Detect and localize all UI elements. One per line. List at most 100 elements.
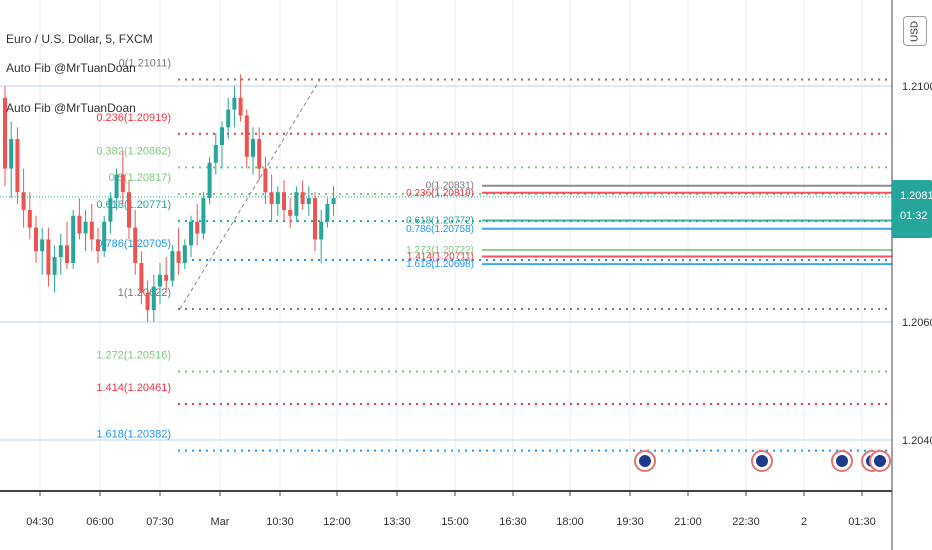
candle-body — [201, 198, 206, 234]
current-price-tag: 1.20812 01:32 — [892, 180, 932, 238]
candle-body — [46, 239, 51, 275]
candle-body — [325, 204, 330, 222]
candle-body — [251, 139, 255, 157]
candle-body — [176, 251, 181, 263]
event-flag-inner-icon — [639, 455, 651, 467]
candle-body — [127, 192, 131, 228]
y-tick-label: 1.20400 — [902, 435, 932, 447]
candle-body — [102, 221, 107, 252]
candle-body — [207, 162, 212, 199]
event-flag-inner-icon — [836, 455, 848, 467]
candle-body — [114, 174, 119, 199]
fib-levels: 0(1.21011) 0.236(1.20919) 0.382(1.20862) 0.… — [96, 58, 892, 452]
x-tick-label: 2 — [801, 516, 807, 528]
candle-body — [83, 221, 88, 234]
candle-body — [52, 257, 57, 275]
chart-axes — [0, 0, 893, 550]
candle-body — [120, 174, 125, 193]
countdown-timer: 01:32 — [900, 210, 928, 222]
candle-body — [313, 198, 317, 240]
candle-body — [306, 198, 311, 204]
fib-label: 1.618(1.20382) — [96, 429, 171, 441]
y-tick-labels: 1.21000 1.20600 1.20400 — [902, 81, 932, 447]
fib-trend-line — [179, 79, 321, 310]
x-tick-label: 19:30 — [616, 516, 644, 528]
candle-body — [195, 221, 200, 234]
fib-label: 0.382(1.20862) — [96, 145, 171, 157]
y-tick-label: 1.20600 — [902, 317, 932, 329]
fib-label-secondary: 0.786(1.20758) — [406, 224, 474, 235]
event-flag-inner-icon — [874, 455, 886, 467]
current-price-value: 1.20812 — [900, 190, 932, 202]
x-tick-label: 15:00 — [441, 516, 469, 528]
x-tick-label: 10:30 — [266, 516, 294, 528]
x-tick-label: 01:30 — [848, 516, 876, 528]
candle-body — [34, 227, 38, 252]
candle-body — [232, 97, 237, 110]
candle-body — [263, 168, 268, 193]
x-tick-label: 18:00 — [556, 516, 584, 528]
fib-label: 0.618(1.20771) — [96, 199, 171, 211]
candle-body — [282, 192, 286, 210]
chart-grid — [0, 0, 892, 491]
candle-body — [89, 221, 94, 240]
candle-body — [319, 221, 324, 240]
x-tick-labels: 04:30 06:00 07:30 Mar 10:30 12:00 13:30 15:00 16… — [26, 491, 876, 528]
candle-body — [158, 274, 162, 287]
fib-label: 0.236(1.20919) — [96, 112, 171, 124]
candle-body — [133, 227, 138, 263]
fib-label-secondary: 1.272(1.20722) — [406, 245, 474, 256]
fib-label: 1(1.20622) — [118, 287, 171, 299]
indicator-label-2[interactable]: Auto Fib @MrTuanDoan — [6, 101, 136, 115]
fib-label: 1.272(1.20516) — [96, 350, 171, 362]
candle-body — [300, 192, 305, 204]
candle-body — [226, 109, 231, 128]
candle-body — [27, 209, 32, 228]
x-tick-label: 13:30 — [383, 516, 411, 528]
candle-body — [3, 97, 7, 169]
y-tick-label: 1.21000 — [902, 81, 932, 93]
candle-body — [77, 215, 82, 234]
candle-body — [164, 274, 169, 281]
currency-button[interactable]: USD — [903, 16, 927, 46]
economic-events[interactable] — [634, 450, 891, 472]
candle-body — [58, 245, 63, 258]
fib-label: 0(1.21011) — [119, 58, 171, 70]
x-tick-label: 04:30 — [26, 516, 54, 528]
x-tick-label: 16:30 — [499, 516, 527, 528]
fib-label-secondary: 0.236(1.20819) — [406, 188, 474, 199]
candle-body — [9, 139, 14, 169]
fib-label-secondary: 0.618(1.20772) — [406, 216, 474, 227]
candle-body — [269, 192, 274, 204]
candle-body — [275, 192, 280, 204]
candle-body — [40, 239, 45, 252]
x-tick-label: 07:30 — [146, 516, 174, 528]
candle-body — [257, 139, 262, 169]
candle-body — [294, 192, 299, 216]
candle-body — [213, 145, 218, 163]
candle-body — [182, 245, 187, 263]
candle-body — [145, 292, 150, 311]
candle-body — [21, 192, 26, 210]
x-tick-label: 12:00 — [323, 516, 351, 528]
x-tick-label: 22:30 — [732, 516, 760, 528]
candle-body — [71, 215, 76, 263]
candle-body — [151, 286, 156, 311]
fib-label: 1.414(1.20461) — [96, 382, 171, 394]
fib-label-secondary: 0(1.20831) — [426, 181, 474, 192]
candle-body — [96, 239, 100, 252]
fib-label-secondary: 1.618(1.20698) — [406, 259, 474, 270]
candle-body — [288, 209, 293, 216]
symbol-title[interactable]: Euro / U.S. Dollar, 5, FXCM — [6, 32, 153, 46]
x-tick-label: 06:00 — [86, 516, 114, 528]
x-tick-label: 21:00 — [674, 516, 702, 528]
candle-body — [331, 198, 336, 204]
event-flag-inner-icon — [756, 455, 768, 467]
candle-body — [189, 221, 193, 246]
fib-label-secondary: 1.414(1.20711) — [407, 252, 474, 263]
candle-body — [244, 115, 249, 157]
indicator-label-1[interactable]: Auto Fib @MrTuanDoan — [6, 61, 136, 75]
candle-body — [238, 97, 243, 116]
candles — [0, 74, 892, 322]
